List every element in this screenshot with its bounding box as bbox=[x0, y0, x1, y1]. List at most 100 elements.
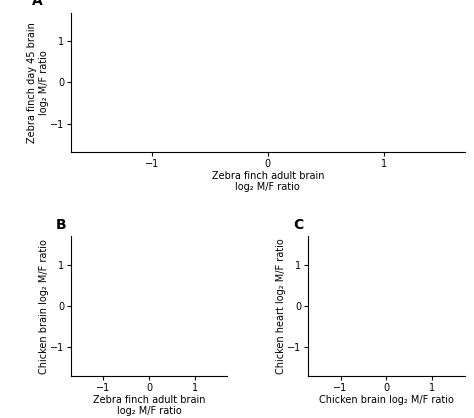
Point bbox=[146, 289, 153, 296]
Point bbox=[148, 291, 155, 298]
Point bbox=[260, 74, 267, 80]
Point bbox=[148, 307, 156, 314]
Point bbox=[375, 307, 383, 314]
Point bbox=[271, 77, 279, 84]
Point bbox=[148, 307, 156, 314]
Point bbox=[274, 82, 282, 89]
Point bbox=[306, 82, 314, 88]
Point bbox=[311, 54, 319, 60]
Point bbox=[146, 280, 153, 287]
Point bbox=[157, 308, 165, 315]
Point bbox=[261, 64, 269, 71]
Point bbox=[383, 310, 390, 316]
Point bbox=[267, 84, 274, 91]
Point bbox=[279, 80, 287, 87]
Point bbox=[281, 73, 289, 80]
Point bbox=[161, 294, 168, 301]
Point bbox=[142, 310, 150, 317]
Point bbox=[268, 83, 276, 90]
Point bbox=[385, 296, 393, 302]
Point bbox=[266, 84, 274, 91]
Point bbox=[250, 85, 258, 92]
Point bbox=[233, 86, 241, 92]
Point bbox=[392, 307, 400, 314]
Point bbox=[258, 85, 266, 92]
Point bbox=[141, 308, 148, 315]
Point bbox=[149, 305, 156, 311]
Point bbox=[146, 310, 153, 317]
Point bbox=[260, 77, 267, 84]
Point bbox=[277, 79, 285, 85]
Point bbox=[149, 305, 157, 311]
Point bbox=[384, 311, 392, 318]
Point bbox=[155, 296, 163, 303]
Point bbox=[278, 77, 286, 84]
Point bbox=[390, 300, 398, 307]
Point bbox=[383, 297, 391, 303]
Point bbox=[385, 293, 392, 300]
Point bbox=[139, 306, 147, 312]
Point bbox=[397, 313, 404, 319]
Point bbox=[280, 88, 287, 94]
Point bbox=[270, 80, 278, 87]
Point bbox=[273, 84, 281, 91]
Point bbox=[270, 86, 278, 92]
Point bbox=[139, 308, 146, 315]
Point bbox=[277, 76, 285, 83]
Point bbox=[153, 308, 160, 315]
Point bbox=[385, 306, 393, 312]
Point bbox=[142, 305, 150, 312]
Point bbox=[384, 322, 392, 329]
Point bbox=[302, 71, 310, 77]
Point bbox=[146, 305, 154, 312]
Point bbox=[392, 308, 399, 314]
Point bbox=[263, 85, 271, 92]
Point bbox=[322, 53, 330, 60]
Point bbox=[142, 303, 150, 309]
Point bbox=[388, 299, 395, 306]
Point bbox=[146, 303, 153, 310]
Point bbox=[148, 298, 155, 304]
Point bbox=[383, 304, 391, 311]
Point bbox=[372, 299, 379, 306]
Point bbox=[380, 309, 387, 316]
Point bbox=[269, 80, 276, 87]
Point bbox=[264, 71, 271, 78]
Point bbox=[267, 74, 275, 81]
Point bbox=[144, 300, 152, 307]
Point bbox=[273, 71, 280, 78]
Point bbox=[247, 76, 255, 83]
Point bbox=[385, 301, 392, 307]
Point bbox=[375, 308, 383, 314]
Point bbox=[244, 82, 252, 88]
Point bbox=[279, 77, 286, 84]
Point bbox=[272, 87, 280, 94]
Point bbox=[402, 293, 410, 299]
Point bbox=[388, 305, 396, 312]
Point bbox=[388, 299, 395, 306]
Point bbox=[252, 92, 260, 99]
Point bbox=[265, 77, 273, 84]
Point bbox=[149, 307, 157, 314]
Point bbox=[308, 54, 316, 61]
Point bbox=[255, 76, 263, 82]
Point bbox=[372, 298, 380, 304]
Point bbox=[378, 303, 386, 310]
Point bbox=[266, 90, 273, 97]
Point bbox=[139, 295, 147, 302]
Point bbox=[388, 306, 396, 313]
Point bbox=[147, 312, 155, 319]
Point bbox=[374, 297, 381, 304]
Point bbox=[278, 75, 285, 82]
Point bbox=[320, 60, 328, 67]
Point bbox=[243, 69, 251, 76]
Point bbox=[149, 299, 157, 306]
Point bbox=[373, 314, 380, 321]
Point bbox=[373, 295, 380, 302]
Point bbox=[407, 286, 415, 293]
Point bbox=[395, 306, 402, 313]
Point bbox=[374, 305, 382, 312]
Point bbox=[289, 80, 296, 87]
Point bbox=[386, 300, 393, 306]
Point bbox=[433, 293, 441, 300]
